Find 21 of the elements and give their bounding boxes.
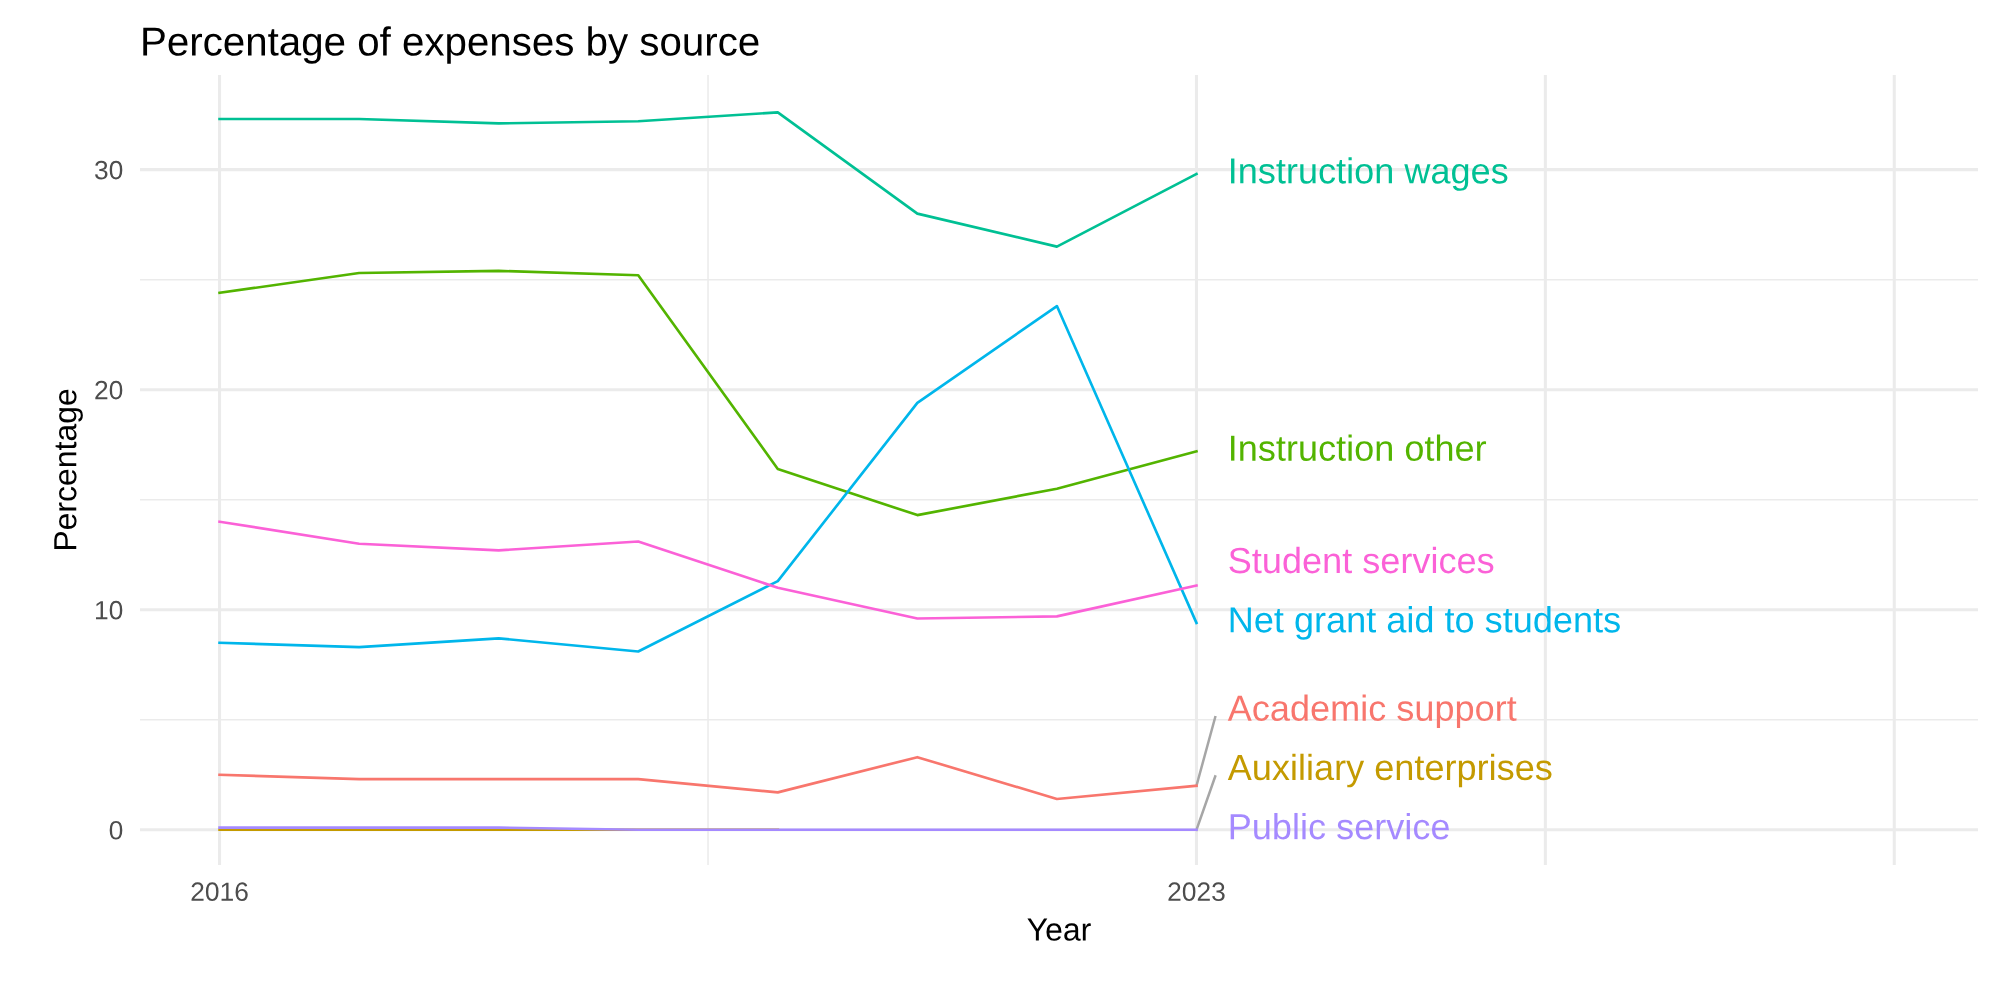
x-tick-label: 2023 (1168, 882, 1225, 902)
series-label: Student services (1229, 546, 1494, 574)
x-tick-label: 2016 (191, 882, 248, 902)
text: Auxiliary enterprises (1227, 753, 1552, 788)
y-tick-label: 20 (95, 380, 123, 400)
line-series (218, 755, 1198, 801)
line-series (218, 520, 1198, 620)
series-label: Public service (1230, 812, 1449, 840)
series-label: Instruction other (1231, 434, 1487, 461)
line-series (218, 111, 1198, 248)
y-tick-label: 0 (109, 820, 123, 840)
series-label: Instruction wages (1231, 157, 1508, 191)
y-tick-label: 10 (96, 600, 123, 620)
series-label: Net grant aid to students (1230, 606, 1620, 640)
x-axis-title: Year (1027, 918, 1091, 941)
y-tick-label: 30 (94, 160, 123, 180)
chart-title: Percentage of expenses by source (143, 26, 759, 64)
line-series (218, 304, 1198, 653)
y-axis-title: Percentage (54, 389, 83, 550)
series-label: Academic support (1227, 694, 1517, 729)
line-series (218, 269, 1198, 517)
